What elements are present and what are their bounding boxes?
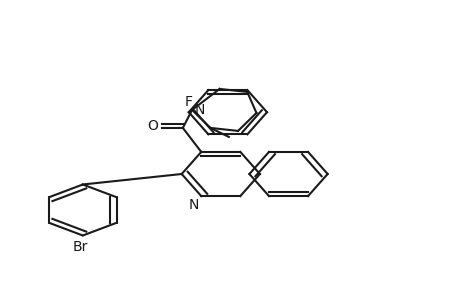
Text: Br: Br [73, 240, 88, 254]
Text: O: O [147, 119, 158, 134]
Text: F: F [185, 95, 192, 109]
Text: N: N [194, 103, 204, 117]
Text: N: N [188, 198, 198, 212]
